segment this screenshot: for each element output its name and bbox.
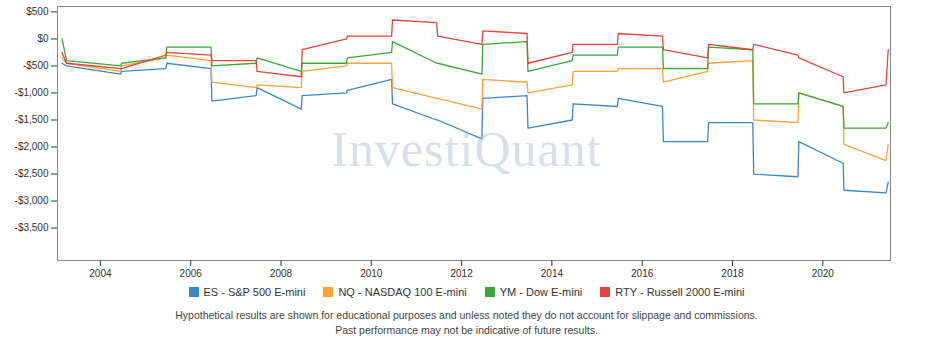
svg-text:-$1,500: -$1,500: [15, 114, 49, 125]
svg-text:2018: 2018: [721, 268, 744, 279]
html-text:RTY - Russell 2000 E-mini: RTY - Russell 2000 E-mini: [615, 286, 745, 298]
html-text:Past performance may not be in: Past performance may not be indicative o…: [335, 324, 598, 336]
html-text:ES - S&P 500 E-mini: ES - S&P 500 E-mini: [203, 286, 306, 298]
svg-text:-$3,000: -$3,000: [15, 195, 49, 206]
html-text:YM - Dow E-mini: YM - Dow E-mini: [499, 286, 583, 298]
html-text:Hypothetical results are shown: Hypothetical results are shown for educa…: [175, 309, 758, 321]
svg-text:-$2,500: -$2,500: [15, 168, 49, 179]
svg-text:$0: $0: [37, 33, 49, 44]
html-text:InvestiQuant: InvestiQuant: [331, 121, 602, 177]
svg-text:2008: 2008: [270, 268, 293, 279]
svg-text:2010: 2010: [360, 268, 383, 279]
svg-text:-$1,000: -$1,000: [15, 87, 49, 98]
svg-text:2004: 2004: [89, 268, 112, 279]
svg-text:2012: 2012: [450, 268, 473, 279]
svg-text:-$500: -$500: [23, 60, 49, 71]
svg-text:-$2,000: -$2,000: [15, 141, 49, 152]
svg-text:2014: 2014: [541, 268, 564, 279]
svg-text:2016: 2016: [631, 268, 654, 279]
svg-text:-$3,500: -$3,500: [15, 222, 49, 233]
svg-text:2020: 2020: [812, 268, 835, 279]
svg-text:2006: 2006: [180, 268, 203, 279]
html-text:NQ - NASDAQ 100 E-mini: NQ - NASDAQ 100 E-mini: [338, 286, 467, 298]
svg-text:$500: $500: [26, 6, 49, 17]
